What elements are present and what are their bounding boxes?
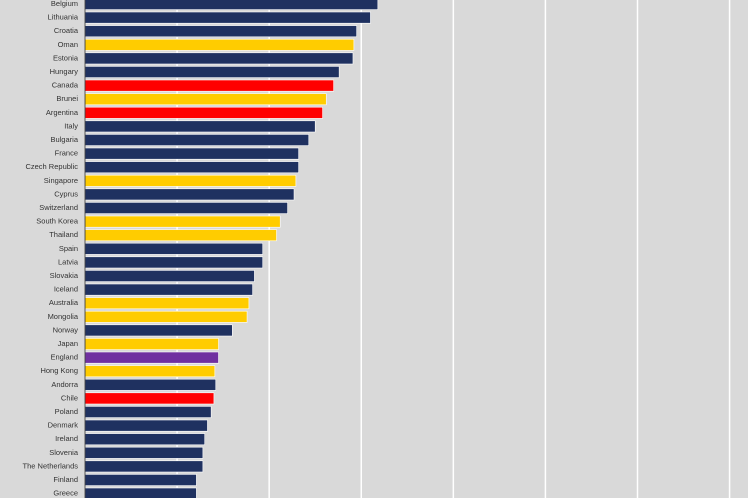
y-tick-label: Australia [49,298,79,307]
y-tick-label: Czech Republic [25,162,78,171]
bar [84,147,299,160]
bar [84,106,323,119]
y-tick-label: Lithuania [48,13,79,22]
bar [84,66,340,78]
y-tick-label: Slovakia [50,271,79,280]
y-tick-label: Denmark [48,421,79,430]
y-tick-label: Oman [58,40,78,49]
y-tick-label: Thailand [49,230,78,239]
y-tick-label: Estonia [53,53,79,62]
y-tick-label: Ireland [55,434,78,443]
bar [84,351,219,364]
y-tick-label: Italy [64,121,78,130]
y-tick-label: Japan [58,339,78,348]
bar [84,256,264,269]
bar [84,215,281,228]
y-tick-label: Hong Kong [40,366,78,375]
bar [84,11,371,24]
y-tick-label: Chile [61,393,78,402]
bar [84,310,248,323]
bar [84,324,233,337]
y-tick-label: Switzerland [39,203,78,212]
bar [84,120,316,133]
y-tick-label: Belgium [51,0,78,8]
bar [84,242,264,255]
y-tick-label: Norway [53,325,79,334]
bar [84,338,219,350]
bar [84,446,204,459]
y-tick-label: Finland [53,475,78,484]
y-tick-label: South Korea [36,217,79,226]
bar [84,52,354,65]
bar [84,134,310,146]
y-tick-label: England [50,353,78,362]
y-tick-label: Singapore [44,176,78,185]
y-tick-label: Slovenia [49,448,79,457]
y-tick-label: Cyprus [54,189,78,198]
y-tick-label: Spain [59,244,78,253]
bar [84,188,295,201]
y-tick-label: Mongolia [48,312,79,321]
bar [84,38,355,51]
bar [84,406,212,418]
y-tick-label: Latvia [58,257,79,266]
bar [84,487,197,498]
bar [84,93,327,106]
bar [84,174,297,187]
bar [84,460,204,473]
bar [84,202,288,214]
bar [84,474,197,486]
bar [84,161,299,174]
y-tick-label: Andorra [51,380,79,389]
bar [84,0,379,10]
bar [84,229,277,242]
y-tick-label: Bulgaria [50,135,78,144]
bar [84,365,216,378]
y-tick-label: Croatia [54,26,79,35]
y-tick-label: Iceland [54,285,78,294]
y-tick-label: France [55,149,78,158]
y-tick-label: Poland [55,407,78,416]
bar [84,419,208,432]
bar [84,378,217,391]
y-tick-label: Argentina [46,108,79,117]
y-tick-label: Hungary [50,67,79,76]
bar [84,433,206,446]
y-tick-label: Canada [52,81,79,90]
bar [84,283,253,296]
bar [84,392,215,405]
bar [84,25,357,38]
bar [84,297,250,310]
y-tick-label: Greece [53,489,78,498]
bar [84,79,334,92]
bar [84,270,255,282]
y-tick-label: The Netherlands [23,461,79,470]
y-tick-label: Brunei [56,94,78,103]
